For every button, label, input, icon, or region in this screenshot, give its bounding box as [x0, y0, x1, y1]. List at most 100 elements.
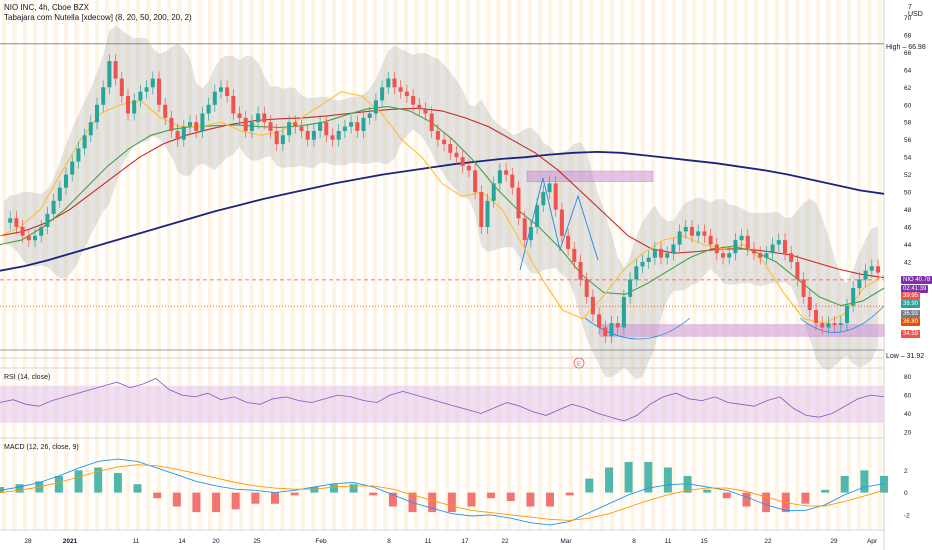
candle-body	[845, 305, 849, 324]
candle-body	[88, 122, 93, 136]
candle-body	[225, 87, 230, 96]
candle-body	[113, 61, 118, 79]
x-tick-label: Feb	[315, 538, 327, 545]
candle-body	[460, 157, 465, 166]
session-stripe	[197, 0, 203, 530]
candle-body	[572, 248, 577, 262]
candle-body	[677, 231, 682, 245]
macd-histogram-bar	[762, 492, 771, 513]
x-tick-label: 11	[425, 538, 432, 545]
candle-body	[126, 96, 130, 114]
time-axis[interactable]: 28 2021 11 14 20 25 Feb 8 11 17 22 Mar 8 11 15 22 29 Apr	[24, 538, 878, 545]
session-stripe	[156, 0, 161, 530]
candle-body	[473, 170, 478, 193]
session-stripe	[599, 0, 604, 530]
candle-body	[237, 113, 242, 118]
candle-body	[373, 100, 378, 114]
macd-histogram-bar	[94, 467, 103, 493]
candle-body	[57, 187, 62, 201]
y-axis-top-label: 7	[908, 4, 912, 11]
candle-body	[76, 148, 81, 162]
candle-body	[256, 113, 261, 123]
session-stripe	[620, 0, 625, 530]
price-tag-symbol[interactable]: NIO 40.78	[901, 276, 932, 284]
macd-histogram-bar	[722, 492, 731, 499]
candle-body	[206, 104, 211, 114]
session-stripe	[444, 0, 450, 530]
candle-body	[584, 279, 589, 297]
macd-histogram-bar	[880, 475, 888, 493]
x-tick-label: 20	[212, 538, 220, 545]
candle-body	[696, 231, 701, 236]
session-stripe	[22, 0, 28, 530]
candle-body	[590, 296, 595, 315]
macd-histogram-bar	[349, 484, 358, 493]
macd-histogram-bar	[192, 492, 201, 513]
candle-body	[727, 253, 732, 258]
candle-body	[268, 122, 273, 131]
session-stripe	[53, 0, 58, 530]
macd-histogram-bar	[860, 470, 869, 493]
x-tick-label: 11	[665, 538, 672, 545]
candle-body	[578, 262, 583, 280]
session-stripe	[403, 0, 409, 530]
candle-body	[423, 109, 428, 114]
session-stripe	[393, 0, 398, 530]
session-stripe	[280, 0, 285, 530]
session-stripe	[764, 0, 769, 530]
candle-body	[566, 235, 571, 249]
session-stripe	[671, 0, 676, 530]
session-stripe	[424, 0, 429, 530]
session-stripe	[269, 0, 275, 530]
candle-body	[485, 200, 490, 227]
x-tick-label: 17	[461, 538, 469, 545]
price-levels	[0, 43, 884, 351]
candle-body	[33, 235, 37, 241]
rsi-tick-label: 60	[904, 393, 912, 400]
session-stripe	[877, 0, 882, 530]
chart-title: NIO INC, 4h, Cboe BZX	[4, 3, 89, 12]
candle-body	[51, 200, 56, 214]
macd-pane: -2 0 2	[0, 458, 910, 526]
session-stripe	[455, 0, 460, 530]
rsi-tick-label: 40	[904, 411, 912, 418]
x-tick-label: 2021	[63, 538, 78, 545]
candle-body	[863, 270, 868, 280]
candle-body	[163, 104, 168, 118]
macd-histogram-bar	[231, 492, 240, 510]
price-grid	[0, 0, 885, 550]
candle-body	[150, 78, 155, 88]
candle-body	[417, 104, 422, 110]
support-zone	[599, 324, 885, 337]
candle-body	[107, 61, 112, 88]
price-axis[interactable]: 40424446485052545658606264666870	[904, 15, 912, 284]
session-stripe	[856, 0, 862, 530]
session-stripe	[259, 0, 264, 530]
session-stripe	[166, 0, 172, 530]
earnings-marker[interactable]: E	[573, 357, 585, 369]
session-stripe	[692, 0, 697, 530]
macd-histogram-bar	[821, 489, 830, 493]
price-tag-support: 34.59	[901, 330, 921, 338]
candle-body	[832, 323, 837, 325]
earnings-marker-label: E	[577, 362, 581, 368]
macd-histogram-bar	[74, 470, 83, 493]
candle-body	[665, 253, 670, 258]
session-stripe	[331, 0, 337, 530]
session-stripe	[589, 0, 594, 530]
candle-body	[380, 87, 385, 101]
session-stripe	[475, 0, 481, 530]
candle-body	[795, 262, 800, 280]
session-stripe	[43, 0, 48, 530]
candle-body	[783, 240, 787, 254]
candle-body	[541, 192, 546, 206]
candle-body	[789, 253, 794, 262]
candle-body	[342, 126, 347, 131]
session-stripe	[774, 0, 779, 530]
y-tick-label: 68	[904, 32, 912, 39]
x-tick-label: 25	[253, 538, 261, 545]
x-tick-label: 8	[387, 538, 391, 545]
session-stripe	[867, 0, 872, 530]
bollinger-fill	[4, 25, 878, 380]
